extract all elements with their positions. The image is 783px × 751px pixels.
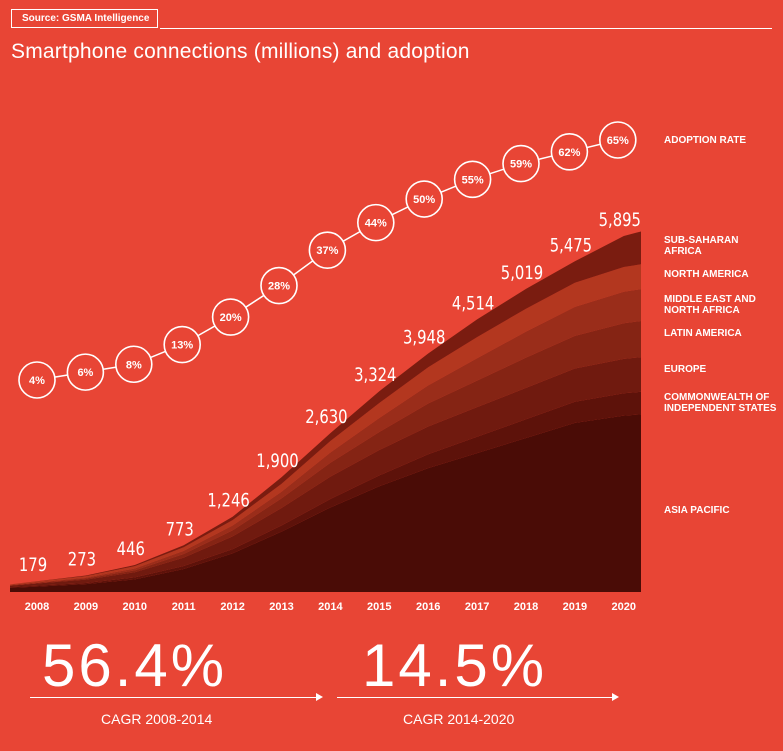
total-label: 179 [19,554,47,576]
total-label: 5,475 [550,235,592,257]
legend-north-america: NORTH AMERICA [664,269,749,280]
x-tick-label: 2018 [514,601,538,613]
x-tick-label: 2017 [465,601,489,613]
adoption-label: 44% [365,218,387,230]
x-tick-label: 2019 [563,601,587,613]
adoption-label: 8% [126,359,142,371]
x-tick-label: 2010 [123,601,147,613]
page-title: Smartphone connections (millions) and ad… [11,40,470,63]
arrow-right-icon [612,693,619,701]
total-label: 773 [166,519,194,541]
adoption-label: 37% [316,245,338,257]
adoption-label: 65% [607,135,629,147]
x-tick-label: 2014 [318,601,343,613]
adoption-label: 6% [77,367,93,379]
total-label: 4,514 [452,293,494,315]
adoption-label: 59% [510,159,532,171]
source-label: Source: GSMA Intelligence [11,9,159,28]
area-asia-pacific [10,414,641,592]
adoption-bubble [163,325,201,364]
total-label: 1,246 [207,490,249,512]
x-tick-label: 2009 [74,601,98,613]
area-latin-america [10,320,641,586]
legend-europe: EUROPE [664,364,707,375]
chart: 2008 2009 2010 2011 2012 2013 2014 2015 2016 2017… [10,121,777,613]
adoption-bubble [453,160,492,199]
legend-asia-pacific: ASIA PACIFIC [664,505,730,516]
x-tick-label: 2013 [269,601,293,613]
adoption-label: 55% [462,174,484,186]
adoption-bubble [211,298,250,336]
area-sub-saharan-africa [10,231,641,585]
adoption-bubble [18,361,56,399]
x-tick-label: 2020 [612,601,636,613]
area-middle-east-and-north-africa [10,289,641,586]
adoption-label: 20% [220,312,242,324]
area-commonwealth-of-independent-states [10,391,641,588]
cagr-value-1: 56.4% [42,632,228,699]
adoption-bubble [598,121,637,159]
x-tick-label: 2011 [172,601,196,613]
legend-commonwealth-of-independent-states: COMMONWEALTH OF INDEPENDENT STATES [664,392,777,414]
total-label: 5,895 [599,209,641,231]
cagr-arrow-2 [337,697,613,698]
adoption-bubble [115,345,153,384]
source-divider [160,28,772,29]
adoption-label: 4% [29,375,45,387]
legend-middle-east-and-north-africa: MIDDLE EAST AND NORTH AFRICA [664,294,756,316]
x-tick-label: 2015 [367,601,391,613]
adoption-bubble [260,266,298,305]
adoption-label: 62% [558,147,580,159]
x-tick-label: 2008 [25,601,49,613]
total-label: 1,900 [256,451,298,473]
x-tick-label: 2012 [220,601,244,613]
arrow-right-icon [316,693,323,701]
adoption-bubble [66,353,105,391]
total-label: 3,324 [354,365,396,387]
total-label: 2,630 [305,406,347,428]
legend-sub-saharan-africa: SUB-SAHARAN AFRICA [664,235,738,257]
cagr-label-1: CAGR 2008-2014 [101,711,213,727]
cagr-value-2: 14.5% [362,632,548,699]
total-label: 273 [68,549,96,571]
total-label: 446 [117,538,145,560]
cagr-label-2: CAGR 2014-2020 [403,711,515,727]
legend-adoption-rate: ADOPTION RATE [664,135,746,146]
x-tick-label: 2016 [416,601,440,613]
cagr-arrow-1 [30,697,317,698]
total-label: 3,948 [403,327,445,349]
adoption-bubble [356,203,395,242]
adoption-bubble [550,133,589,171]
adoption-label: 28% [268,281,290,293]
adoption-bubble [405,180,444,218]
adoption-bubble [308,231,347,269]
legend-latin-america: LATIN AMERICA [664,328,742,339]
area-north-america [10,264,641,585]
adoption-bubble [502,144,540,183]
adoption-label: 13% [171,340,193,352]
total-label: 5,019 [501,262,543,284]
area-europe [10,357,641,588]
adoption-label: 50% [413,194,435,206]
